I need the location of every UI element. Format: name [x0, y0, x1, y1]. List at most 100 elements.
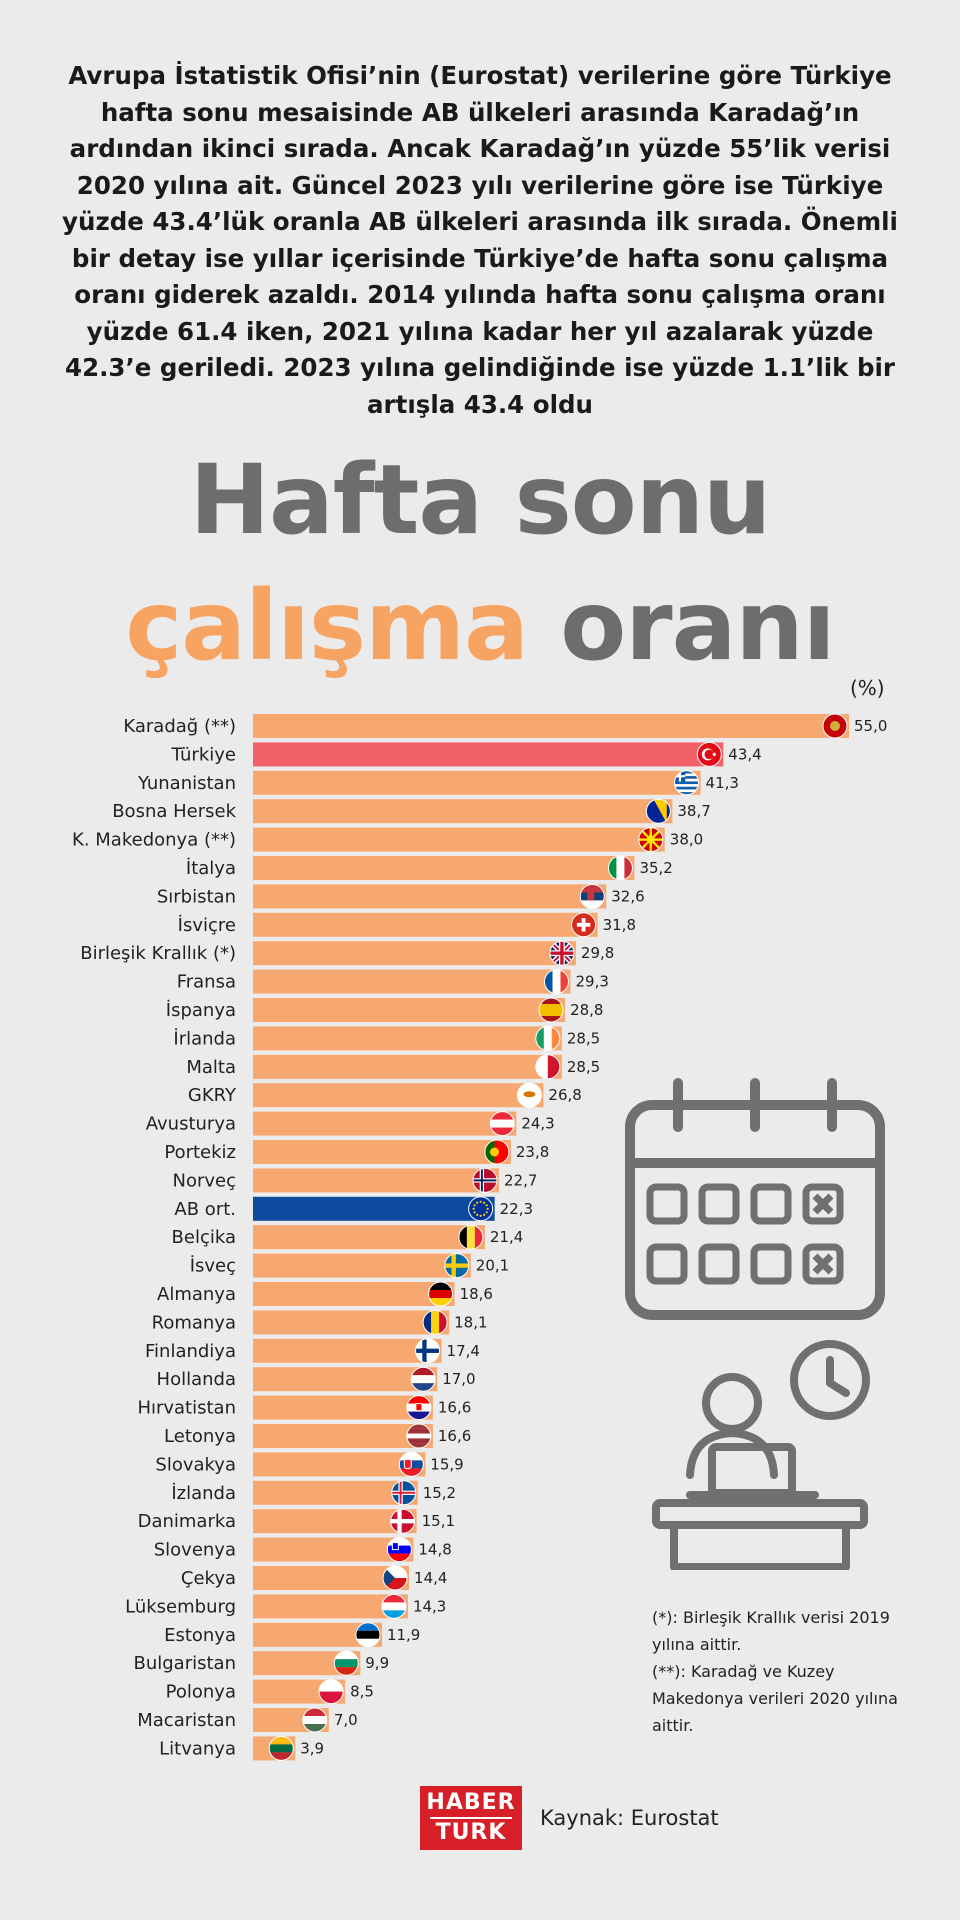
bar-row-lüksemburg: Lüksemburg 14,3: [125, 1593, 446, 1619]
bar-row-slovakya: Slovakya 15,9: [155, 1451, 464, 1477]
value-label: 8,5: [350, 1683, 374, 1701]
footer: HABER TURK Kaynak: Eurostat: [420, 1786, 719, 1850]
bar-row-avusturya: Avusturya 24,3: [146, 1111, 555, 1137]
category-label: İrlanda: [173, 1028, 236, 1049]
bar-row-gkry: GKRY 26,8: [188, 1082, 582, 1108]
bar-chart: Karadağ (**) 55,0 Türkiye 43,4 Yunanistan 41,…: [72, 713, 887, 1761]
clock-icon: [790, 1340, 870, 1420]
bar-row-i-sviçre: İsviçre 31,8: [178, 912, 636, 938]
bar-row-fransa: Fransa 29,3: [177, 969, 609, 995]
value-label: 22,7: [504, 1171, 537, 1189]
value-label: 11,9: [387, 1626, 420, 1644]
bar-row-karadağ: Karadağ (**) 55,0: [123, 713, 887, 739]
bar-row-i-spanya: İspanya 28,8: [166, 997, 603, 1023]
bar-row-polonya: Polonya 8,5: [166, 1679, 374, 1705]
title-accent-word: çalışma: [125, 570, 528, 682]
category-label: Avusturya: [146, 1114, 236, 1135]
bar-row-letonya: Letonya 16,6: [164, 1423, 471, 1449]
bar: [253, 1140, 511, 1164]
bar-row-i-zlanda: İzlanda 15,2: [171, 1480, 456, 1506]
bar-row-i-talya: İtalya 35,2: [186, 855, 673, 881]
bar: [253, 1168, 499, 1193]
value-label: 43,4: [728, 745, 761, 763]
category-label: K. Makedonya (**): [72, 830, 236, 851]
bulgaria-flag-icon: [333, 1650, 359, 1676]
value-label: 18,1: [454, 1313, 487, 1331]
bar: [253, 1225, 485, 1250]
north-macedonia-flag-icon: [638, 827, 664, 853]
value-label: 29,3: [576, 973, 609, 991]
value-label: 17,0: [442, 1370, 475, 1388]
bar: [253, 1452, 426, 1477]
bar: [253, 1310, 450, 1335]
czechia-flag-icon: [382, 1565, 408, 1591]
lithuania-flag-icon: [268, 1735, 294, 1761]
bar-row-çekya: Çekya 14,4: [181, 1565, 447, 1591]
bar-row-i-sveç: İsveç 20,1: [190, 1253, 509, 1279]
ireland-flag-icon: [535, 1025, 561, 1051]
luxembourg-flag-icon: [381, 1593, 407, 1619]
value-label: 32,6: [611, 887, 644, 905]
value-label: 38,7: [677, 802, 710, 820]
bosnia-flag-icon: [645, 798, 671, 824]
title-line-1: Hafta sonu: [189, 444, 772, 556]
bar: [253, 856, 635, 880]
bar-row-macaristan: Macaristan 7,0: [137, 1707, 358, 1733]
desk-worker-icon: [652, 1340, 870, 1570]
category-label: Çekya: [181, 1568, 236, 1589]
unit-label: (%): [850, 676, 885, 700]
category-label: Litvanya: [159, 1738, 236, 1759]
estonia-flag-icon: [355, 1622, 381, 1648]
category-label: Sırbistan: [157, 886, 236, 907]
bar: [253, 1537, 414, 1562]
italy-flag-icon: [607, 855, 633, 881]
category-label: Hırvatistan: [137, 1398, 236, 1419]
value-label: 55,0: [854, 717, 887, 735]
category-label: İzlanda: [171, 1483, 236, 1504]
bar: [253, 912, 598, 937]
bar-row-bosna-hersek: Bosna Hersek 38,7: [112, 798, 711, 824]
intro-paragraph: Avrupa İstatistik Ofisi’nin (Eurostat) v…: [62, 61, 898, 419]
bar: [253, 799, 673, 824]
title-line-2: çalışma oranı: [0, 578, 960, 674]
category-label: Birleşik Krallık (*): [80, 943, 236, 964]
finland-flag-icon: [415, 1338, 441, 1364]
value-label: 9,9: [365, 1654, 389, 1672]
calendar-icon: [625, 1078, 885, 1320]
bar-row-romanya: Romanya 18,1: [152, 1309, 488, 1335]
bar-row-belçika: Belçika 21,4: [172, 1224, 523, 1250]
category-label: Slovakya: [155, 1454, 236, 1475]
title-rest-word: oranı: [560, 570, 835, 682]
value-label: 14,3: [413, 1597, 446, 1615]
denmark-flag-icon: [390, 1508, 416, 1534]
france-flag-icon: [544, 969, 570, 995]
category-label: İsviçre: [178, 915, 236, 936]
slovakia-flag-icon: [398, 1451, 424, 1477]
bar: [253, 1026, 562, 1051]
bar: [253, 827, 665, 852]
bar-row-yunanistan: Yunanistan 41,3: [137, 770, 739, 796]
category-label: Finlandiya: [145, 1341, 236, 1362]
croatia-flag-icon: [406, 1395, 432, 1421]
bar-row-malta: Malta 28,5: [186, 1054, 600, 1080]
value-label: 28,5: [567, 1058, 600, 1076]
poland-flag-icon: [318, 1679, 344, 1705]
switzerland-flag-icon: [571, 912, 597, 938]
bar: [253, 1480, 418, 1505]
value-label: 23,8: [516, 1143, 549, 1161]
bar: [253, 1253, 471, 1278]
greece-flag-icon: [674, 770, 700, 796]
bar-row-hollanda: Hollanda 17,0: [157, 1366, 476, 1392]
bar: [253, 714, 849, 738]
value-label: 15,1: [422, 1512, 455, 1530]
hungary-flag-icon: [302, 1707, 328, 1733]
bar-row-almanya: Almanya 18,6: [157, 1281, 493, 1307]
category-label: İsveç: [190, 1256, 236, 1277]
bar: [253, 1509, 417, 1534]
value-label: 41,3: [706, 774, 739, 792]
value-label: 7,0: [334, 1711, 358, 1729]
bar: [253, 1083, 544, 1108]
bar: [253, 1367, 438, 1392]
value-label: 38,0: [670, 831, 703, 849]
united-kingdom-flag-icon: [549, 940, 575, 966]
